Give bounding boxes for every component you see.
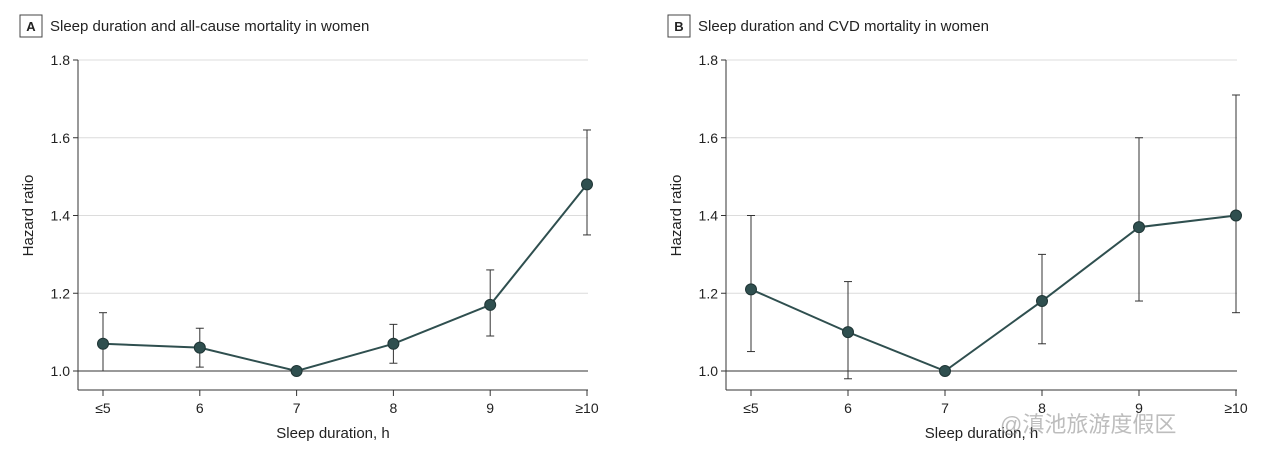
y-tick-label: 1.8 xyxy=(51,52,71,68)
data-point xyxy=(1230,209,1242,222)
data-point xyxy=(1133,221,1145,234)
panel-title: Sleep duration and all-cause mortality i… xyxy=(50,18,369,35)
y-tick-label: 1.0 xyxy=(699,363,719,379)
y-tick-label: 1.4 xyxy=(699,208,719,224)
data-point xyxy=(842,326,854,339)
x-tick-label: ≤5 xyxy=(95,400,111,416)
series-line xyxy=(102,183,588,373)
x-tick-label: 9 xyxy=(1135,400,1143,416)
data-point xyxy=(387,337,400,350)
panel-a: A Sleep duration and all-cause mortality … xyxy=(19,14,599,442)
x-tick-label: 9 xyxy=(486,400,494,416)
panel-letter-box xyxy=(19,14,43,38)
x-tick-label: 8 xyxy=(390,400,398,416)
y-axis-label: Hazard ratio xyxy=(668,175,685,257)
series-line xyxy=(750,214,1237,373)
x-tick-label: 6 xyxy=(844,400,852,416)
panel-letter: B xyxy=(674,19,683,34)
y-tick-label: 1.6 xyxy=(51,130,71,146)
x-axis-label: Sleep duration, h xyxy=(925,425,1038,442)
data-point xyxy=(97,337,109,350)
x-tick-label: 6 xyxy=(196,400,204,416)
x-tick-label: ≥10 xyxy=(575,400,598,416)
x-tick-label: 8 xyxy=(1038,400,1046,416)
panel-letter: A xyxy=(26,19,36,34)
y-tick-label: 1.6 xyxy=(699,130,719,146)
data-point xyxy=(581,178,593,191)
y-tick-label: 1.8 xyxy=(699,52,719,68)
data-point xyxy=(484,298,497,311)
y-axis-label: Hazard ratio xyxy=(20,175,37,257)
y-tick-label: 1.2 xyxy=(51,285,71,301)
x-tick-label: 7 xyxy=(293,400,301,416)
watermark-text: @滇池旅游度假区 xyxy=(1000,412,1176,437)
data-point xyxy=(193,341,206,354)
x-tick-label: ≥10 xyxy=(1224,400,1247,416)
y-tick-label: 1.0 xyxy=(51,363,71,379)
panel-letter-box xyxy=(667,14,691,38)
x-axis-label: Sleep duration, h xyxy=(276,425,389,442)
data-point xyxy=(290,365,303,377)
x-tick-label: ≤5 xyxy=(743,400,759,416)
y-tick-label: 1.4 xyxy=(51,208,71,224)
data-point xyxy=(745,283,757,296)
y-tick-label: 1.2 xyxy=(699,285,719,301)
panel-title: Sleep duration and CVD mortality in wome… xyxy=(698,18,989,35)
panel-b: B Sleep duration and CVD mortality in wom… xyxy=(667,14,1248,442)
x-tick-label: 7 xyxy=(941,400,949,416)
data-point xyxy=(939,365,951,377)
data-point xyxy=(1036,295,1048,308)
